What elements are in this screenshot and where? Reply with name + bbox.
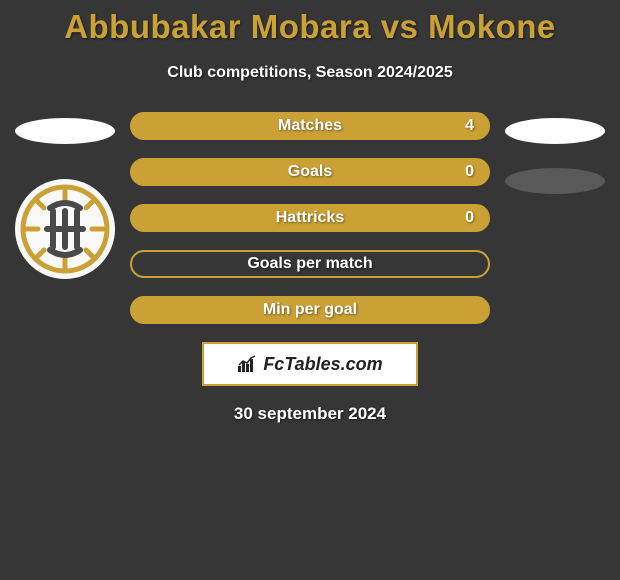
stat-bar-min-per-goal: Min per goal xyxy=(130,296,490,324)
stat-bar-hattricks: Hattricks 0 xyxy=(130,204,490,232)
player2-ellipse-2 xyxy=(505,168,605,194)
stat-bar-goals: Goals 0 xyxy=(130,158,490,186)
comparison-card: Abbubakar Mobara vs Mokone Club competit… xyxy=(0,0,620,424)
stat-label: Goals per match xyxy=(247,255,372,273)
footer-logo-box: FcTables.com xyxy=(202,342,418,386)
date-text: 30 september 2024 xyxy=(0,404,620,424)
stat-bar-matches: Matches 4 xyxy=(130,112,490,140)
player1-ellipse xyxy=(15,118,115,144)
player1-club-crest xyxy=(15,179,115,279)
bars-icon xyxy=(237,355,259,373)
stat-label: Min per goal xyxy=(263,301,357,319)
stat-value-right: 4 xyxy=(465,117,474,135)
stat-value-right: 0 xyxy=(465,209,474,227)
content-row: Matches 4 Goals 0 Hattricks 0 Goals per … xyxy=(0,112,620,324)
stat-value-right: 0 xyxy=(465,163,474,181)
stat-label: Matches xyxy=(278,117,342,135)
fctables-logo: FcTables.com xyxy=(237,354,382,375)
logo-text: FcTables.com xyxy=(263,354,382,375)
subtitle: Club competitions, Season 2024/2025 xyxy=(0,64,620,82)
stat-bar-goals-per-match: Goals per match xyxy=(130,250,490,278)
stat-label: Hattricks xyxy=(276,209,344,227)
stat-bars: Matches 4 Goals 0 Hattricks 0 Goals per … xyxy=(120,112,500,324)
player2-ellipse-1 xyxy=(505,118,605,144)
page-title: Abbubakar Mobara vs Mokone xyxy=(0,0,620,46)
left-column xyxy=(10,112,120,324)
crest-icon xyxy=(20,184,110,274)
right-column xyxy=(500,112,610,324)
stat-label: Goals xyxy=(288,163,332,181)
